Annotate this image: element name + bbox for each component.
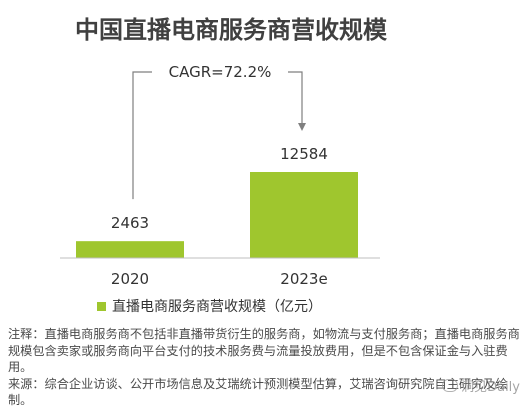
- cagr-annotation: CAGR=72.2%: [169, 63, 272, 81]
- x-tick-2023e: 2023e: [280, 270, 327, 288]
- bar-2023e: [250, 172, 358, 258]
- legend-label: 直播电商服务商营收规模（亿元）: [112, 299, 322, 315]
- watermark: 洞见Daily: [442, 376, 520, 395]
- legend: 直播电商服务商营收规模（亿元）: [97, 296, 322, 316]
- data-label-2023e: 12584: [280, 145, 328, 163]
- source-text: 来源：综合企业访谈、公开市场信息及艾瑞统计预测模型估算，艾瑞咨询研究院自主研究及…: [8, 376, 508, 408]
- legend-swatch: [97, 301, 106, 311]
- watermark-text: 洞见Daily: [461, 380, 520, 395]
- footnotes: 注释：直播电商服务商不包括非直播带货衍生的服务商，如物流与支付服务商；直播电商服…: [8, 326, 520, 409]
- wechat-icon: [442, 379, 459, 392]
- x-tick-2020: 2020: [111, 270, 149, 288]
- bar-2020: [76, 241, 184, 258]
- cagr-bracket-right: [288, 71, 303, 124]
- data-label-2020: 2463: [111, 214, 149, 232]
- chart-title: 中国直播电商服务商营收规模: [75, 16, 387, 44]
- cagr-bracket-left: [132, 71, 152, 200]
- cagr-arrow-head: [298, 123, 306, 131]
- revenue-bar-chart: CAGR=72.2% 2463 12584 2020 2023e: [60, 63, 380, 288]
- note-text: 注释：直播电商服务商不包括非直播带货衍生的服务商，如物流与支付服务商；直播电商服…: [8, 327, 520, 374]
